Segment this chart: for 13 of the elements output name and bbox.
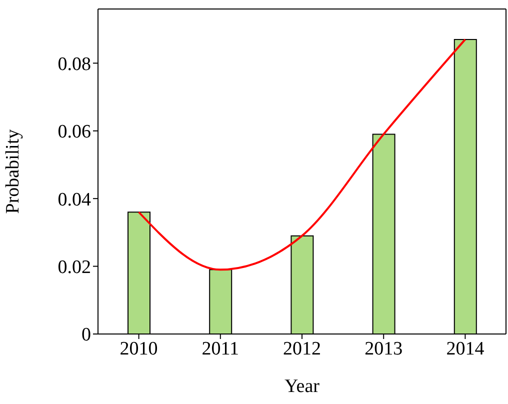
x-tick-label: 2013 [364, 338, 403, 360]
x-axis-title: Year [284, 376, 320, 397]
y-tick-label: 0.06 [58, 122, 91, 143]
y-axis-title: Probability [2, 128, 24, 214]
x-tick-label: 2010 [120, 338, 158, 360]
y-tick-label: 0 [82, 324, 91, 346]
x-tick-label: 2014 [446, 338, 485, 360]
line-series [138, 38, 466, 271]
x-tick-label: 2011 [202, 338, 240, 360]
x-tick-label: 2012 [283, 338, 321, 360]
y-tick-label: 0.02 [58, 257, 91, 278]
y-tick-label: 0.04 [58, 189, 92, 210]
y-tick-label: 0.08 [58, 54, 91, 75]
